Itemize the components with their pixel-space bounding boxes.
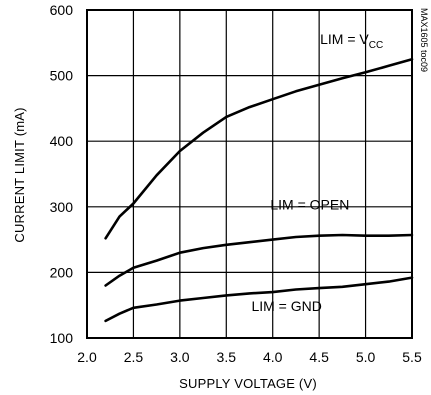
series-annotation: LIM = OPEN: [270, 196, 349, 212]
series-line-2: [104, 276, 414, 323]
y-axis-title: CURRENT LIMIT (mA): [12, 107, 27, 242]
x-tick-label: 2.0: [77, 349, 97, 365]
series-line-1: [104, 233, 414, 287]
annotation-subscript: CC: [369, 40, 383, 51]
grid-lines: [87, 10, 412, 338]
plot-frame: [86, 9, 413, 339]
x-tick-label: 4.5: [309, 349, 329, 365]
y-tick-label: 100: [50, 330, 74, 346]
series-annotation: LIM = VCC: [320, 31, 383, 51]
annotations: LIM = VCC LIM = OPEN LIM = GND: [251, 31, 383, 314]
series-annotation: LIM = GND: [251, 298, 321, 314]
annotation-text: LIM = GND: [251, 298, 321, 314]
y-tick-label: 600: [50, 2, 74, 18]
annotation-text: LIM = V: [320, 31, 369, 47]
side-code: MAX1605 toc09: [419, 8, 429, 72]
series-line-0: [104, 57, 414, 240]
x-tick-label: 5.0: [356, 349, 376, 365]
y-tick-label: 300: [50, 199, 74, 215]
annotation-text: LIM = OPEN: [270, 196, 349, 212]
x-tick-labels: 2.0 2.5 3.0 3.5 4.0 4.5 5.0 5.5: [77, 349, 422, 365]
x-tick-label: 5.5: [402, 349, 422, 365]
y-tick-label: 200: [50, 264, 74, 280]
x-tick-label: 3.5: [217, 349, 237, 365]
y-tick-label: 400: [50, 133, 74, 149]
x-tick-label: 2.5: [124, 349, 144, 365]
series-group: [104, 57, 414, 323]
y-tick-labels: 100 200 300 400 500 600: [50, 2, 74, 346]
x-tick-label: 3.0: [170, 349, 190, 365]
y-tick-label: 500: [50, 68, 74, 84]
x-tick-label: 4.0: [263, 349, 283, 365]
x-axis-title: SUPPLY VOLTAGE (V): [179, 376, 317, 391]
